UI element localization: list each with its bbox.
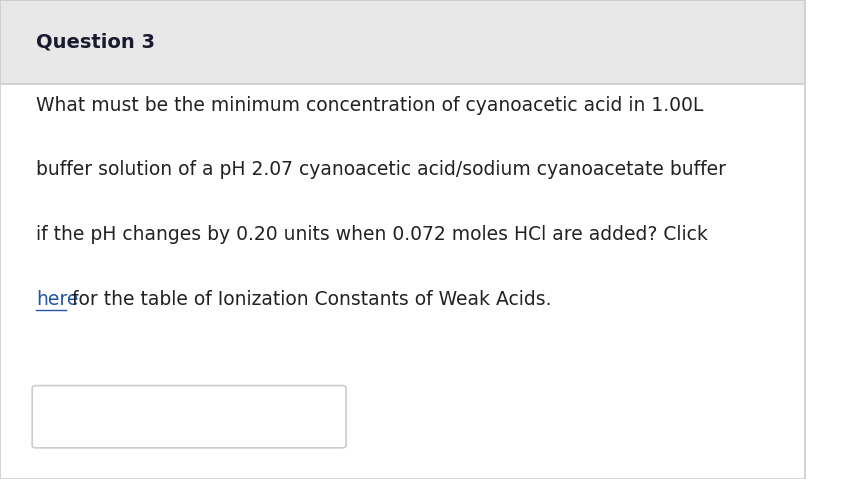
Text: Question 3: Question 3 [36,33,155,51]
FancyBboxPatch shape [0,0,805,84]
Text: if the pH changes by 0.20 units when 0.072 moles HCl are added? Click: if the pH changes by 0.20 units when 0.0… [36,225,708,244]
Text: buffer solution of a pH 2.07 cyanoacetic acid/sodium cyanoacetate buffer: buffer solution of a pH 2.07 cyanoacetic… [36,160,726,180]
FancyBboxPatch shape [32,386,346,448]
Text: for the table of Ionization Constants of Weak Acids.: for the table of Ionization Constants of… [66,290,551,309]
Text: here: here [36,290,78,309]
Text: What must be the minimum concentration of cyanoacetic acid in 1.00L: What must be the minimum concentration o… [36,96,704,115]
